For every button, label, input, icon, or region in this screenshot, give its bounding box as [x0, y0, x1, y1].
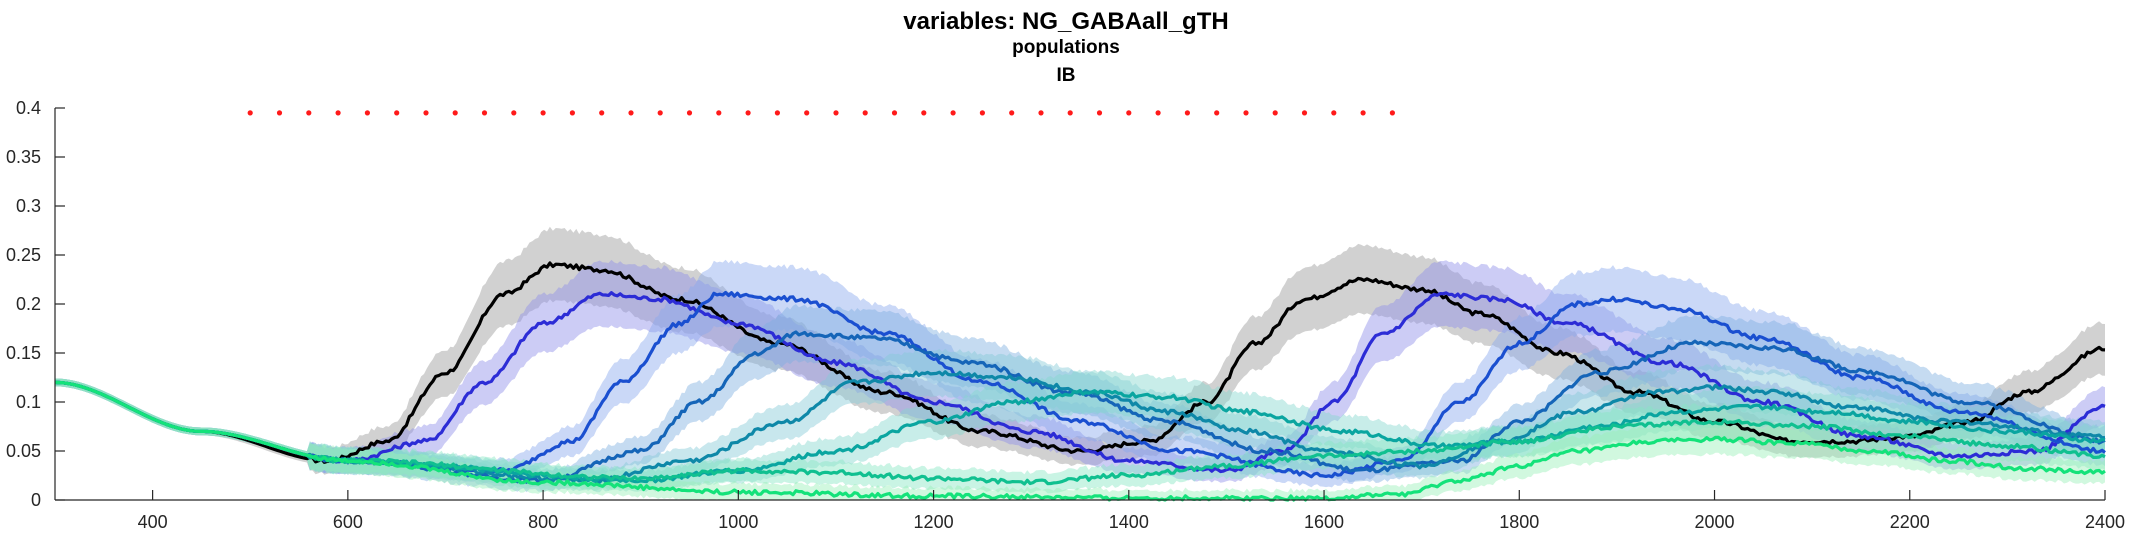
stimulus-marker-10 [511, 110, 517, 116]
stimulus-marker-11 [540, 110, 546, 116]
stimulus-marker-23 [891, 110, 898, 116]
stimulus-marker-31 [1126, 110, 1132, 116]
stimulus-marker-12 [569, 110, 576, 116]
series-band-5 [55, 348, 2105, 493]
stimulus-marker-33 [1184, 110, 1190, 116]
chart-subtitle-populations: populations [1012, 37, 1120, 58]
x-tick-label: 1800 [1499, 512, 1539, 532]
stimulus-marker-13 [599, 110, 605, 116]
stimulus-marker-18 [745, 110, 751, 116]
y-tick-label: 0.2 [16, 294, 41, 314]
stimulus-marker-38 [1331, 110, 1337, 116]
x-tick-label: 2200 [1890, 512, 1930, 532]
stimulus-marker-25 [950, 110, 956, 116]
stimulus-marker-7 [423, 110, 429, 116]
stimulus-marker-39 [1360, 110, 1366, 116]
stimulus-marker-16 [686, 110, 693, 116]
stimulus-marker-24 [921, 110, 927, 116]
stimulus-marker-2 [276, 110, 283, 116]
series-band-7 [55, 378, 2105, 494]
series-line-7 [54, 380, 2106, 486]
stimulus-marker-15 [657, 110, 663, 116]
y-tick-label: 0.15 [6, 343, 41, 363]
stimulus-marker-35 [1243, 110, 1249, 116]
y-tick-label: 0.35 [6, 147, 41, 167]
y-tick-label: 0 [31, 490, 41, 510]
stimulus-marker-20 [804, 110, 810, 116]
stimulus-marker-3 [306, 110, 312, 116]
series-lines [54, 261, 2106, 502]
stimulus-marker-29 [1067, 110, 1073, 116]
stimulus-marker-5 [364, 110, 370, 116]
stimulus-marker-27 [1009, 110, 1015, 116]
series-band-4 [55, 304, 2105, 493]
stimulus-marker-22 [862, 110, 868, 116]
stimulus-marker-6 [394, 110, 400, 116]
series-band-1 [55, 226, 2105, 475]
stimulus-marker-17 [716, 110, 722, 116]
stimulus-marker-1 [247, 110, 253, 116]
chart-title: variables: NG_GABAall_gTH [903, 8, 1228, 35]
series-line-8 [54, 380, 2106, 502]
x-tick-label: 600 [333, 512, 363, 532]
stimulus-markers [247, 110, 1395, 116]
stimulus-marker-40 [1389, 110, 1395, 116]
x-tick-label: 1000 [718, 512, 758, 532]
x-tick-label: 1600 [1304, 512, 1344, 532]
x-tick-label: 2000 [1695, 512, 1735, 532]
stimulus-marker-34 [1214, 110, 1220, 116]
stimulus-marker-4 [335, 110, 341, 116]
stimulus-marker-19 [774, 110, 781, 116]
chart-subtitle-ib: IB [1057, 65, 1076, 86]
y-tick-label: 0.05 [6, 441, 41, 461]
series-line-5 [54, 370, 2106, 484]
stimulus-marker-14 [628, 110, 634, 116]
stimulus-marker-37 [1301, 110, 1308, 116]
stimulus-marker-32 [1155, 110, 1161, 116]
x-tick-label: 800 [528, 512, 558, 532]
x-tick-label: 1400 [1109, 512, 1149, 532]
stimulus-marker-30 [1096, 110, 1103, 116]
stimulus-marker-26 [979, 110, 986, 116]
y-tick-label: 0.3 [16, 196, 41, 216]
stimulus-marker-8 [452, 110, 458, 116]
axes: 400 600 800 1000 1200 1400 1600 1800 2000 2200 240… [6, 98, 2125, 532]
series-line-1 [54, 261, 2106, 464]
stimulus-marker-28 [1038, 110, 1044, 116]
x-tick-label: 400 [138, 512, 168, 532]
stimulus-marker-36 [1272, 110, 1278, 116]
stimulus-marker-9 [481, 110, 488, 116]
y-tick-label: 0.1 [16, 392, 41, 412]
series-line-2 [54, 291, 2106, 474]
x-tick-label: 1200 [914, 512, 954, 532]
x-tick-label: 2400 [2085, 512, 2125, 532]
y-tick-label: 0.4 [16, 98, 41, 118]
stimulus-marker-21 [833, 110, 839, 116]
series-band-3 [55, 259, 2105, 488]
y-tick-label: 0.25 [6, 245, 41, 265]
